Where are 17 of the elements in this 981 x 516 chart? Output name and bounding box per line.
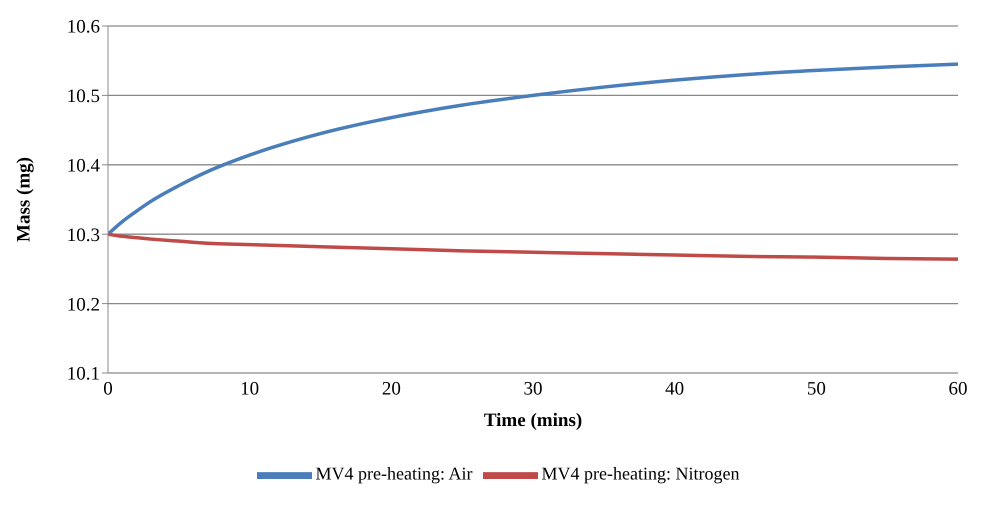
x-tick-label: 30	[524, 378, 542, 400]
y-tick-label: 10.2	[66, 294, 100, 316]
y-tick-label: 10.1	[66, 364, 100, 385]
x-tick-label: 20	[382, 378, 401, 400]
y-tick-label: 10.6	[66, 16, 100, 38]
legend-label: MV4 pre-heating: Air	[316, 464, 472, 484]
y-tick-label: 10.3	[66, 224, 100, 246]
x-tick-label: 50	[806, 378, 826, 400]
legend-label: MV4 pre-heating: Nitrogen	[542, 464, 740, 484]
y-axis-title: Mass (mg)	[14, 157, 35, 242]
y-tick-label: 10.4	[66, 156, 100, 177]
x-tick-label: 60	[948, 378, 968, 400]
x-axis-title: Time (mins)	[484, 410, 582, 431]
x-tick-label: 10	[240, 378, 260, 400]
x-tick-label: 0	[103, 378, 113, 400]
x-tick-label: 40	[665, 378, 684, 400]
y-tick-label: 10.5	[66, 86, 100, 108]
